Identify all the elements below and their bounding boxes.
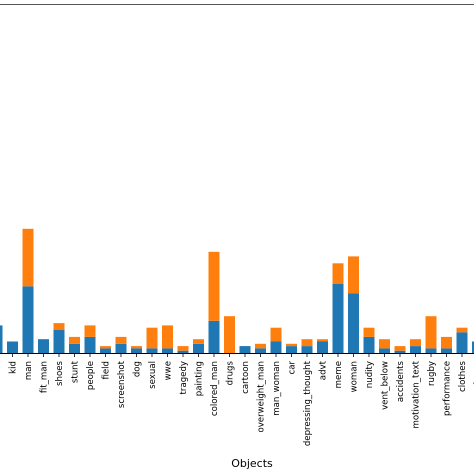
- bar-segment-blue: [286, 346, 297, 353]
- bar-segment-blue: [146, 348, 158, 353]
- bar-segment-orange: [115, 336, 127, 344]
- x-tick-label: overweight_man: [257, 361, 267, 433]
- bar-segment-blue: [193, 343, 204, 353]
- x-tick-label: sexual: [148, 361, 158, 389]
- bar-segment-blue: [115, 343, 127, 353]
- bar-segment-blue: [441, 348, 452, 353]
- bar-segment-blue: [348, 293, 359, 353]
- ticks-layer: kid man fit_man shoes stunt people field screen…: [9, 353, 474, 446]
- bar-segment-orange: [69, 336, 80, 344]
- x-tick-label: accidents: [396, 360, 406, 402]
- x-tick-label: fit_man: [40, 361, 50, 393]
- x-tick-label: dog: [133, 361, 143, 377]
- bar-segment-orange: [363, 327, 375, 337]
- bar-segment-orange: [348, 256, 359, 294]
- x-tick-label: rugby: [427, 361, 437, 386]
- x-tick-label: vent_below: [381, 361, 391, 410]
- bar-segment-orange: [146, 327, 158, 349]
- x-tick-label: colored_man: [210, 361, 220, 416]
- bar-segment-blue: [84, 336, 96, 353]
- bar-segment-blue: [379, 348, 390, 353]
- bar-segment-orange: [286, 343, 297, 347]
- bar-segment-orange: [410, 339, 421, 347]
- bar-segment-blue: [69, 343, 80, 353]
- x-tick-label: shoes: [55, 360, 65, 385]
- x-tick-label: man_woman: [272, 361, 282, 416]
- bar-segment-orange: [84, 325, 96, 337]
- bar-segment-blue: [394, 350, 406, 353]
- bar-segment-orange: [379, 339, 390, 349]
- x-tick-label: tragedy: [179, 361, 189, 394]
- bar-segment-blue: [239, 346, 251, 353]
- bar-segment-blue: [332, 284, 344, 353]
- bar-segment-blue: [410, 346, 421, 353]
- bar-segment-orange: [177, 346, 189, 351]
- bar-segment-blue: [363, 336, 375, 353]
- x-tick-label: meme: [334, 361, 344, 388]
- x-tick-label: wwe: [164, 361, 174, 380]
- bars-layer: [0, 228, 474, 353]
- bar-segment-orange: [162, 325, 173, 349]
- x-tick-label: depressing_thought: [303, 360, 313, 446]
- x-tick-label: screenshot: [117, 360, 127, 408]
- bar-segment-blue: [472, 341, 474, 353]
- bar-segment-orange: [317, 339, 328, 342]
- x-tick-label: cartoon: [241, 361, 251, 394]
- x-tick-label: advt: [319, 360, 329, 380]
- bar-segment-blue: [38, 339, 49, 353]
- bar-segment-orange: [131, 346, 142, 349]
- bar-segment-orange: [394, 346, 406, 351]
- x-tick-label: woman: [350, 361, 360, 392]
- bar-segment-blue: [270, 341, 282, 353]
- x-tick-label: motivation_text: [412, 360, 422, 428]
- bar-segment-orange: [53, 323, 65, 330]
- x-tick-label: stunt: [71, 360, 81, 383]
- x-tick-label: kid: [9, 361, 19, 374]
- x-tick-label: people: [86, 361, 96, 390]
- x-axis-title: Objects: [231, 457, 273, 470]
- bar-segment-orange: [22, 228, 34, 287]
- x-tick-label: car: [288, 361, 298, 375]
- bar-segment-blue: [425, 348, 437, 353]
- bar-segment-orange: [100, 346, 111, 349]
- bar-segment-blue: [53, 330, 65, 353]
- x-tick-label: man: [24, 361, 34, 380]
- x-tick-label: performance: [443, 361, 453, 416]
- bar-segment-orange: [301, 339, 313, 347]
- x-tick-label: nudity: [365, 361, 375, 388]
- bar-segment-blue: [162, 348, 173, 353]
- bar-segment-blue: [208, 320, 220, 353]
- bar-segment-orange: [425, 316, 437, 349]
- bar-segment-orange: [224, 316, 235, 353]
- bar-segment-blue: [255, 348, 266, 353]
- bar-segment-blue: [456, 332, 468, 353]
- x-tick-label: painting: [195, 361, 205, 396]
- bar-segment-blue: [177, 350, 189, 353]
- bar-segment-orange: [332, 263, 344, 284]
- x-tick-label: field: [102, 361, 112, 380]
- x-tick-label: drugs: [226, 360, 236, 385]
- bar-segment-orange: [270, 327, 282, 342]
- bar-segment-orange: [441, 336, 452, 349]
- bar-segment-blue: [22, 286, 34, 353]
- bar-segment-orange: [456, 327, 468, 333]
- bar-segment-orange: [255, 343, 266, 349]
- bar-segment-orange: [193, 339, 204, 344]
- bar-segment-blue: [100, 348, 111, 353]
- bar-segment-blue: [7, 341, 18, 353]
- bar-segment-orange: [208, 251, 220, 321]
- x-tick-label: clothes: [458, 360, 468, 391]
- bar-segment-blue: [301, 346, 313, 353]
- bar-segment-blue: [317, 341, 328, 353]
- bar-segment-blue: [0, 325, 3, 353]
- bar-segment-blue: [131, 348, 142, 353]
